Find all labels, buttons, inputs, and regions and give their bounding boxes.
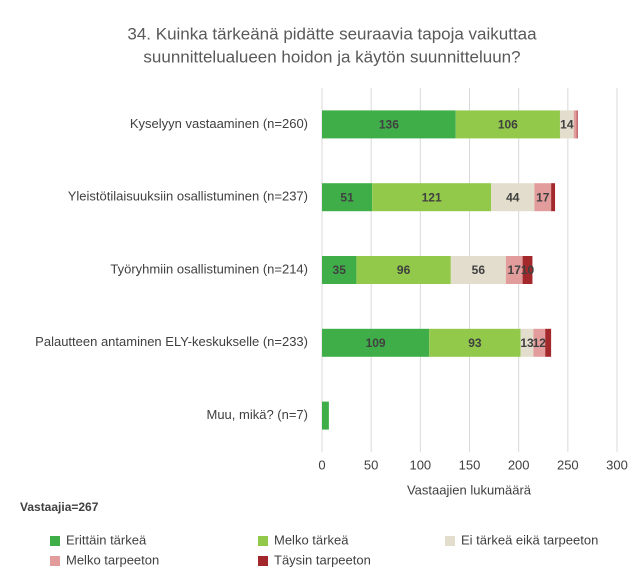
bar-segment [322, 401, 329, 430]
bar-segment [429, 328, 521, 357]
bar-segment [322, 110, 456, 139]
data-label: 56 [472, 263, 486, 277]
data-label: 17 [536, 190, 550, 204]
bar-segment [533, 328, 546, 357]
bar-segment [573, 110, 577, 139]
legend-swatch [50, 556, 60, 566]
data-label: 13 [520, 336, 534, 350]
x-axis-title: Vastaajien lukumäärä [407, 482, 532, 497]
data-label: 10 [521, 263, 535, 277]
bar-segment [455, 110, 560, 139]
y-tick-label: Palautteen antaminen ELY-keskukselle (n=… [35, 334, 308, 349]
legend-swatch [50, 536, 60, 546]
legend-swatch [258, 556, 268, 566]
bar-segment [450, 256, 506, 284]
y-tick-label: Kyselyyn vastaaminen (n=260) [130, 116, 308, 131]
bar-segment [576, 110, 578, 139]
x-tick-label: 100 [409, 457, 431, 472]
bar-segment [491, 183, 535, 212]
data-label: 96 [397, 263, 411, 277]
legend-label: Melko tärkeä [274, 532, 349, 547]
legend-label: Ei tärkeä eikä tarpeeton [461, 532, 598, 547]
note: Vastaajia=267 [20, 500, 99, 514]
x-tick-label: 200 [508, 457, 530, 472]
bar-segment [322, 328, 430, 357]
bar-segment [545, 328, 552, 357]
data-label: 121 [422, 190, 442, 204]
x-tick-label: 50 [364, 457, 378, 472]
legend-swatch [258, 536, 268, 546]
data-label: 44 [506, 190, 520, 204]
legend-label: Melko tarpeeton [66, 552, 159, 567]
bar-segment [322, 183, 373, 212]
y-tick-label: Yleistötilaisuuksiin osallistuminen (n=2… [68, 189, 308, 204]
data-label: 12 [533, 336, 547, 350]
x-tick-label: 300 [606, 457, 628, 472]
y-tick-label: Muu, mikä? (n=7) [206, 407, 308, 422]
data-label: 136 [379, 118, 399, 132]
bar-segment [559, 110, 574, 139]
bar-segment [505, 256, 523, 284]
data-label: 17 [508, 263, 522, 277]
bar-segment [356, 256, 451, 284]
data-label: 109 [366, 336, 386, 350]
legend-label: Erittäin tärkeä [66, 532, 147, 547]
x-tick-label: 0 [318, 457, 325, 472]
data-label: 14 [560, 118, 574, 132]
bar-segment [520, 328, 534, 357]
x-tick-label: 150 [459, 457, 481, 472]
y-tick-label: Työryhmiin osallistuminen (n=214) [110, 261, 308, 276]
chart-title: suunnittelualueen hoidon ja käytön suunn… [143, 47, 520, 66]
bar-segment [372, 183, 492, 212]
bar-segment [522, 256, 533, 284]
chart-title: 34. Kuinka tärkeänä pidätte seuraavia ta… [127, 24, 537, 43]
legend-swatch [445, 536, 455, 546]
data-label: 106 [498, 118, 518, 132]
bar-segment [551, 183, 556, 212]
bar-segment [534, 183, 552, 212]
legend-label: Täysin tarpeeton [274, 552, 371, 567]
bar-segment [322, 256, 357, 284]
data-label: 93 [468, 336, 482, 350]
data-label: 35 [333, 263, 347, 277]
data-label: 51 [340, 190, 354, 204]
x-tick-label: 250 [557, 457, 579, 472]
